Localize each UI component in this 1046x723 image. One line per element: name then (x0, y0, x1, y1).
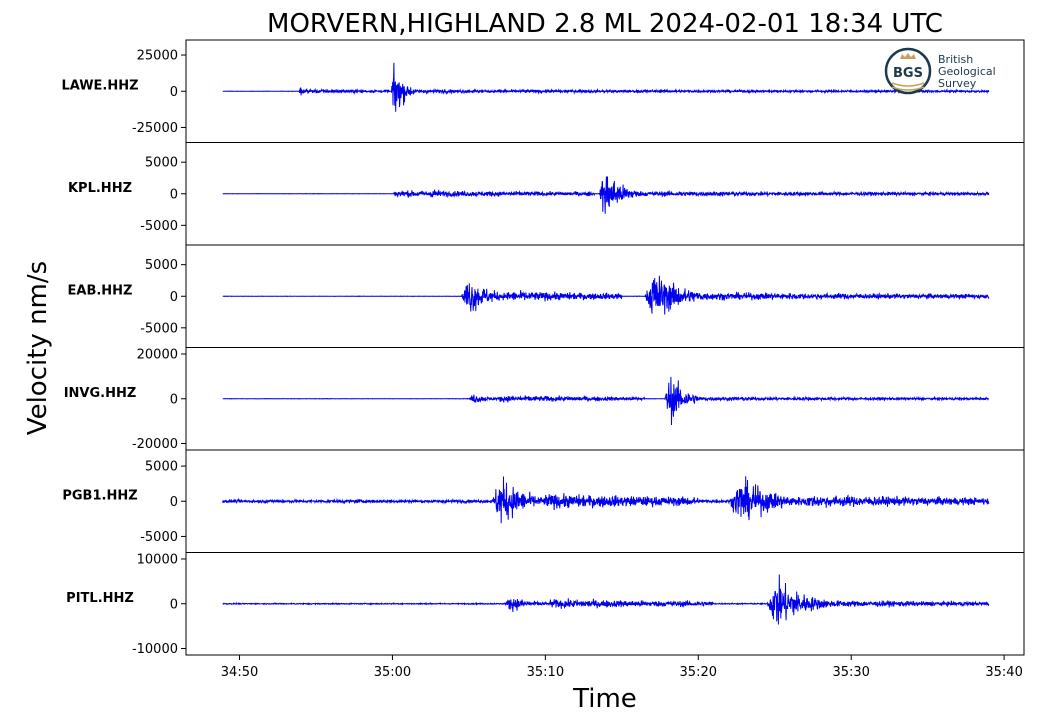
y-tick-label: 0 (170, 187, 178, 202)
x-tick-label: 35:40 (985, 665, 1022, 680)
y-tick-label: 0 (170, 495, 178, 510)
y-tick-label: -10000 (132, 642, 178, 657)
x-tick-label: 35:00 (374, 665, 411, 680)
y-tick-label: -5000 (140, 530, 178, 545)
logo-line-2: Geological (938, 65, 996, 78)
y-tick-label: 0 (170, 597, 178, 612)
y-tick-label: 0 (170, 392, 178, 407)
waveform-trace (222, 62, 990, 112)
crown-icon (900, 53, 916, 59)
waveform-trace (222, 574, 990, 625)
station-label: PITL.HHZ (66, 591, 134, 606)
y-tick-label: 20000 (137, 347, 178, 362)
logo-ring (884, 47, 932, 95)
panel-invg-hhz: 20000 0 -20000 INVG.HHZ (64, 347, 1025, 452)
y-tick-label: 5000 (145, 156, 178, 171)
station-label: LAWE.HHZ (61, 78, 138, 93)
bgs-logo: BGS British Geological Survey (884, 47, 996, 95)
x-tick-label: 34:50 (221, 665, 258, 680)
trace-panels: 250000-25000LAWE.HHZ50000-5000KPL.HHZ500… (61, 39, 1025, 657)
chart-title: MORVERN,HIGHLAND 2.8 ML 2024-02-01 18:34… (267, 9, 943, 39)
station-label: EAB.HHZ (68, 283, 133, 298)
panel-pitl-hhz: 10000 0 -10000 PITL.HHZ (66, 552, 1025, 657)
waveform-trace (222, 275, 990, 315)
x-tick-label: 35:10 (527, 665, 564, 680)
y-tick-label: -5000 (140, 219, 178, 234)
x-axis: 34:50 35:00 35:10 35:20 35:30 35:40 (221, 655, 1023, 680)
y-tick-label: -25000 (132, 121, 178, 136)
panel-lawe-hhz: 25000 0 -25000 LAWE.HHZ (61, 39, 1025, 143)
waveform-trace (222, 476, 990, 524)
station-label: INVG.HHZ (64, 386, 137, 401)
y-tick-label: 5000 (145, 460, 178, 475)
y-axis-label: Velocity nm/s (23, 261, 53, 435)
x-tick-label: 35:20 (680, 665, 717, 680)
x-tick-label: 35:30 (832, 665, 869, 680)
y-tick-label: 0 (170, 85, 178, 100)
panel-kpl-hhz: 5000 0 -5000 KPL.HHZ (68, 142, 1025, 246)
waveform-trace (222, 176, 990, 214)
y-tick-label: -20000 (132, 437, 178, 452)
y-tick-label: 25000 (137, 49, 178, 64)
panel-pgb1-hhz: 5000 0 -5000 PGB1.HHZ (62, 449, 1025, 553)
logo-initials: BGS (893, 66, 923, 81)
station-label: PGB1.HHZ (62, 488, 137, 503)
logo-line-1: British (938, 53, 973, 66)
y-tick-label: 0 (170, 290, 178, 305)
logo-waves (891, 82, 925, 91)
logo-line-3: Survey (938, 77, 977, 90)
waveform-trace (222, 376, 989, 426)
panel-eab-hhz: 5000 0 -5000 EAB.HHZ (68, 244, 1025, 348)
y-tick-label: 5000 (145, 258, 178, 273)
station-label: KPL.HHZ (68, 181, 132, 196)
x-axis-label: Time (572, 684, 637, 714)
y-tick-label: 10000 (137, 552, 178, 567)
y-tick-label: -5000 (140, 321, 178, 336)
